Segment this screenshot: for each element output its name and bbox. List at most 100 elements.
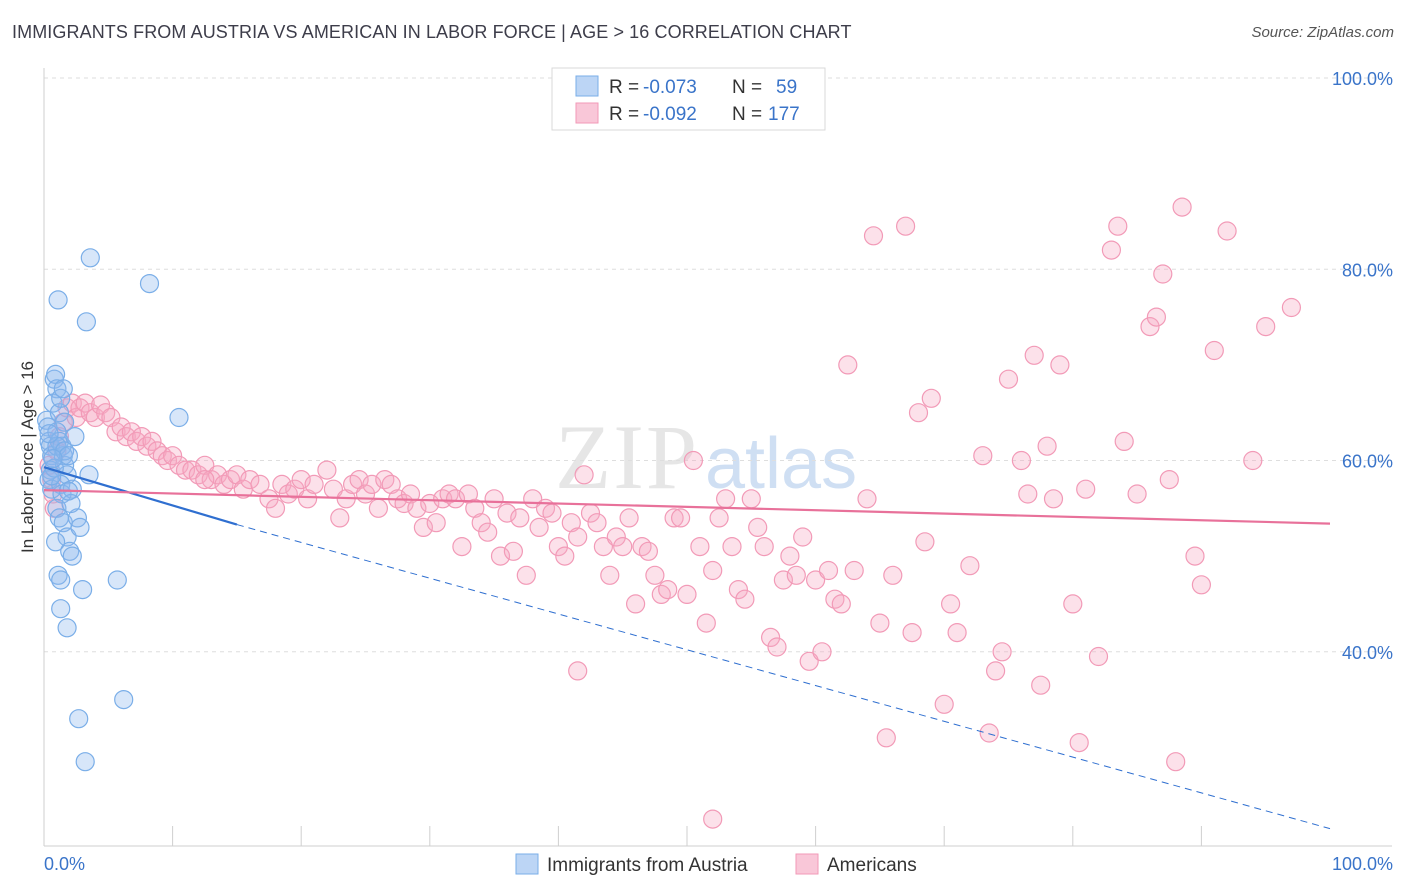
point-americans-155: [1031, 675, 1051, 695]
legend-r-value-americans: -0.092: [643, 104, 697, 125]
point-americans-123: [786, 565, 806, 585]
point-americans-133: [857, 489, 877, 509]
point-americans-97: [619, 508, 639, 528]
point-americans-146: [960, 556, 980, 576]
point-americans-149: [985, 661, 1006, 681]
series-americans-points: [39, 197, 1302, 829]
legend-n-value-austria: 59: [776, 77, 797, 98]
point-americans-172: [1172, 197, 1192, 217]
point-americans-49: [304, 474, 324, 494]
point-americans-145: [947, 622, 967, 643]
point-americans-118: [754, 536, 774, 557]
point-americans-110: [703, 560, 723, 581]
point-austria-43: [72, 579, 93, 600]
point-austria-51: [80, 248, 100, 268]
point-americans-22: [132, 427, 152, 447]
point-americans-182: [195, 470, 215, 490]
point-americans-148: [979, 723, 999, 743]
point-americans-135: [870, 613, 890, 633]
point-austria-44: [51, 599, 71, 619]
point-americans-103: [658, 579, 678, 600]
point-americans-168: [1146, 307, 1167, 327]
point-americans-42: [259, 489, 279, 509]
point-americans-125: [799, 651, 819, 671]
point-americans-178: [1256, 317, 1276, 337]
point-americans-171: [1166, 752, 1186, 772]
point-americans-18: [111, 417, 131, 437]
point-austria-7: [42, 479, 62, 499]
point-austria-53: [169, 407, 189, 428]
point-americans-52: [330, 508, 350, 528]
bottom-legend-swatch-americans: [795, 853, 819, 875]
point-americans-147: [973, 446, 993, 466]
point-americans-85: [542, 503, 562, 523]
bottom-legend-label-austria: Immigrants from Austria: [547, 855, 748, 876]
series-austria-points: [36, 248, 189, 772]
point-americans-138: [895, 216, 916, 236]
point-americans-76: [484, 489, 504, 509]
legend-r-label-americans: R =: [609, 104, 639, 125]
y-tick-labels: 100.0% 80.0% 60.0% 40.0%: [1332, 69, 1393, 663]
point-austria-30: [62, 546, 82, 566]
point-austria-45: [57, 618, 77, 638]
watermark: ZIP atlas: [555, 406, 857, 508]
point-austria-35: [58, 446, 79, 466]
point-americans-80: [510, 508, 530, 528]
point-americans-141: [915, 532, 935, 552]
point-americans-142: [921, 388, 941, 408]
point-americans-106: [677, 584, 697, 605]
point-austria-10: [47, 379, 67, 399]
point-americans-117: [748, 517, 768, 538]
point-austria-55: [114, 689, 134, 710]
point-americans-113: [722, 536, 742, 557]
point-americans-165: [1114, 431, 1134, 451]
point-austria-14: [53, 379, 73, 399]
trend-line-americans: [43, 489, 1331, 525]
point-americans-152: [1011, 450, 1032, 471]
point-americans-174: [1191, 575, 1212, 595]
point-americans-105: [670, 508, 691, 528]
point-americans-92: [587, 513, 607, 533]
point-americans-128: [818, 560, 839, 581]
point-americans-130: [831, 594, 851, 614]
point-americans-98: [625, 594, 646, 614]
point-americans-93: [593, 536, 614, 557]
point-americans-71: [452, 536, 472, 557]
point-austria-57: [43, 449, 63, 469]
point-americans-170: [1159, 470, 1179, 490]
point-americans-20: [121, 422, 141, 442]
point-americans-163: [1101, 240, 1122, 260]
point-americans-166: [1127, 484, 1147, 504]
point-americans-46: [285, 479, 305, 499]
point-americans-72: [458, 484, 478, 504]
point-americans-115: [735, 589, 755, 609]
point-austria-42: [61, 493, 81, 514]
trend-line-austria: [43, 466, 238, 526]
point-americans-154: [1024, 345, 1044, 365]
point-austria-46: [69, 709, 89, 729]
point-americans-112: [715, 489, 736, 509]
point-americans-13: [85, 407, 106, 428]
point-americans-100: [638, 541, 659, 561]
point-austria-28: [45, 532, 66, 552]
point-americans-164: [1108, 216, 1128, 236]
point-americans-162: [1088, 646, 1109, 667]
point-americans-75: [478, 522, 498, 542]
point-americans-86: [548, 536, 569, 557]
point-americans-176: [1217, 221, 1237, 241]
point-austria-27: [57, 527, 77, 547]
point-americans-173: [1185, 546, 1205, 566]
point-americans-181: [568, 661, 588, 681]
point-austria-56: [39, 424, 59, 444]
point-austria-52: [139, 274, 160, 294]
point-austria-49: [48, 290, 68, 310]
point-americans-151: [998, 369, 1019, 389]
y-tick-label-100: 100.0%: [1332, 69, 1393, 89]
point-austria-41: [70, 517, 90, 538]
point-americans-144: [940, 594, 961, 614]
point-americans-167: [1140, 317, 1160, 337]
point-americans-124: [793, 527, 813, 547]
point-americans-65: [413, 517, 433, 538]
point-americans-89: [568, 527, 588, 547]
point-americans-161: [1076, 479, 1096, 499]
